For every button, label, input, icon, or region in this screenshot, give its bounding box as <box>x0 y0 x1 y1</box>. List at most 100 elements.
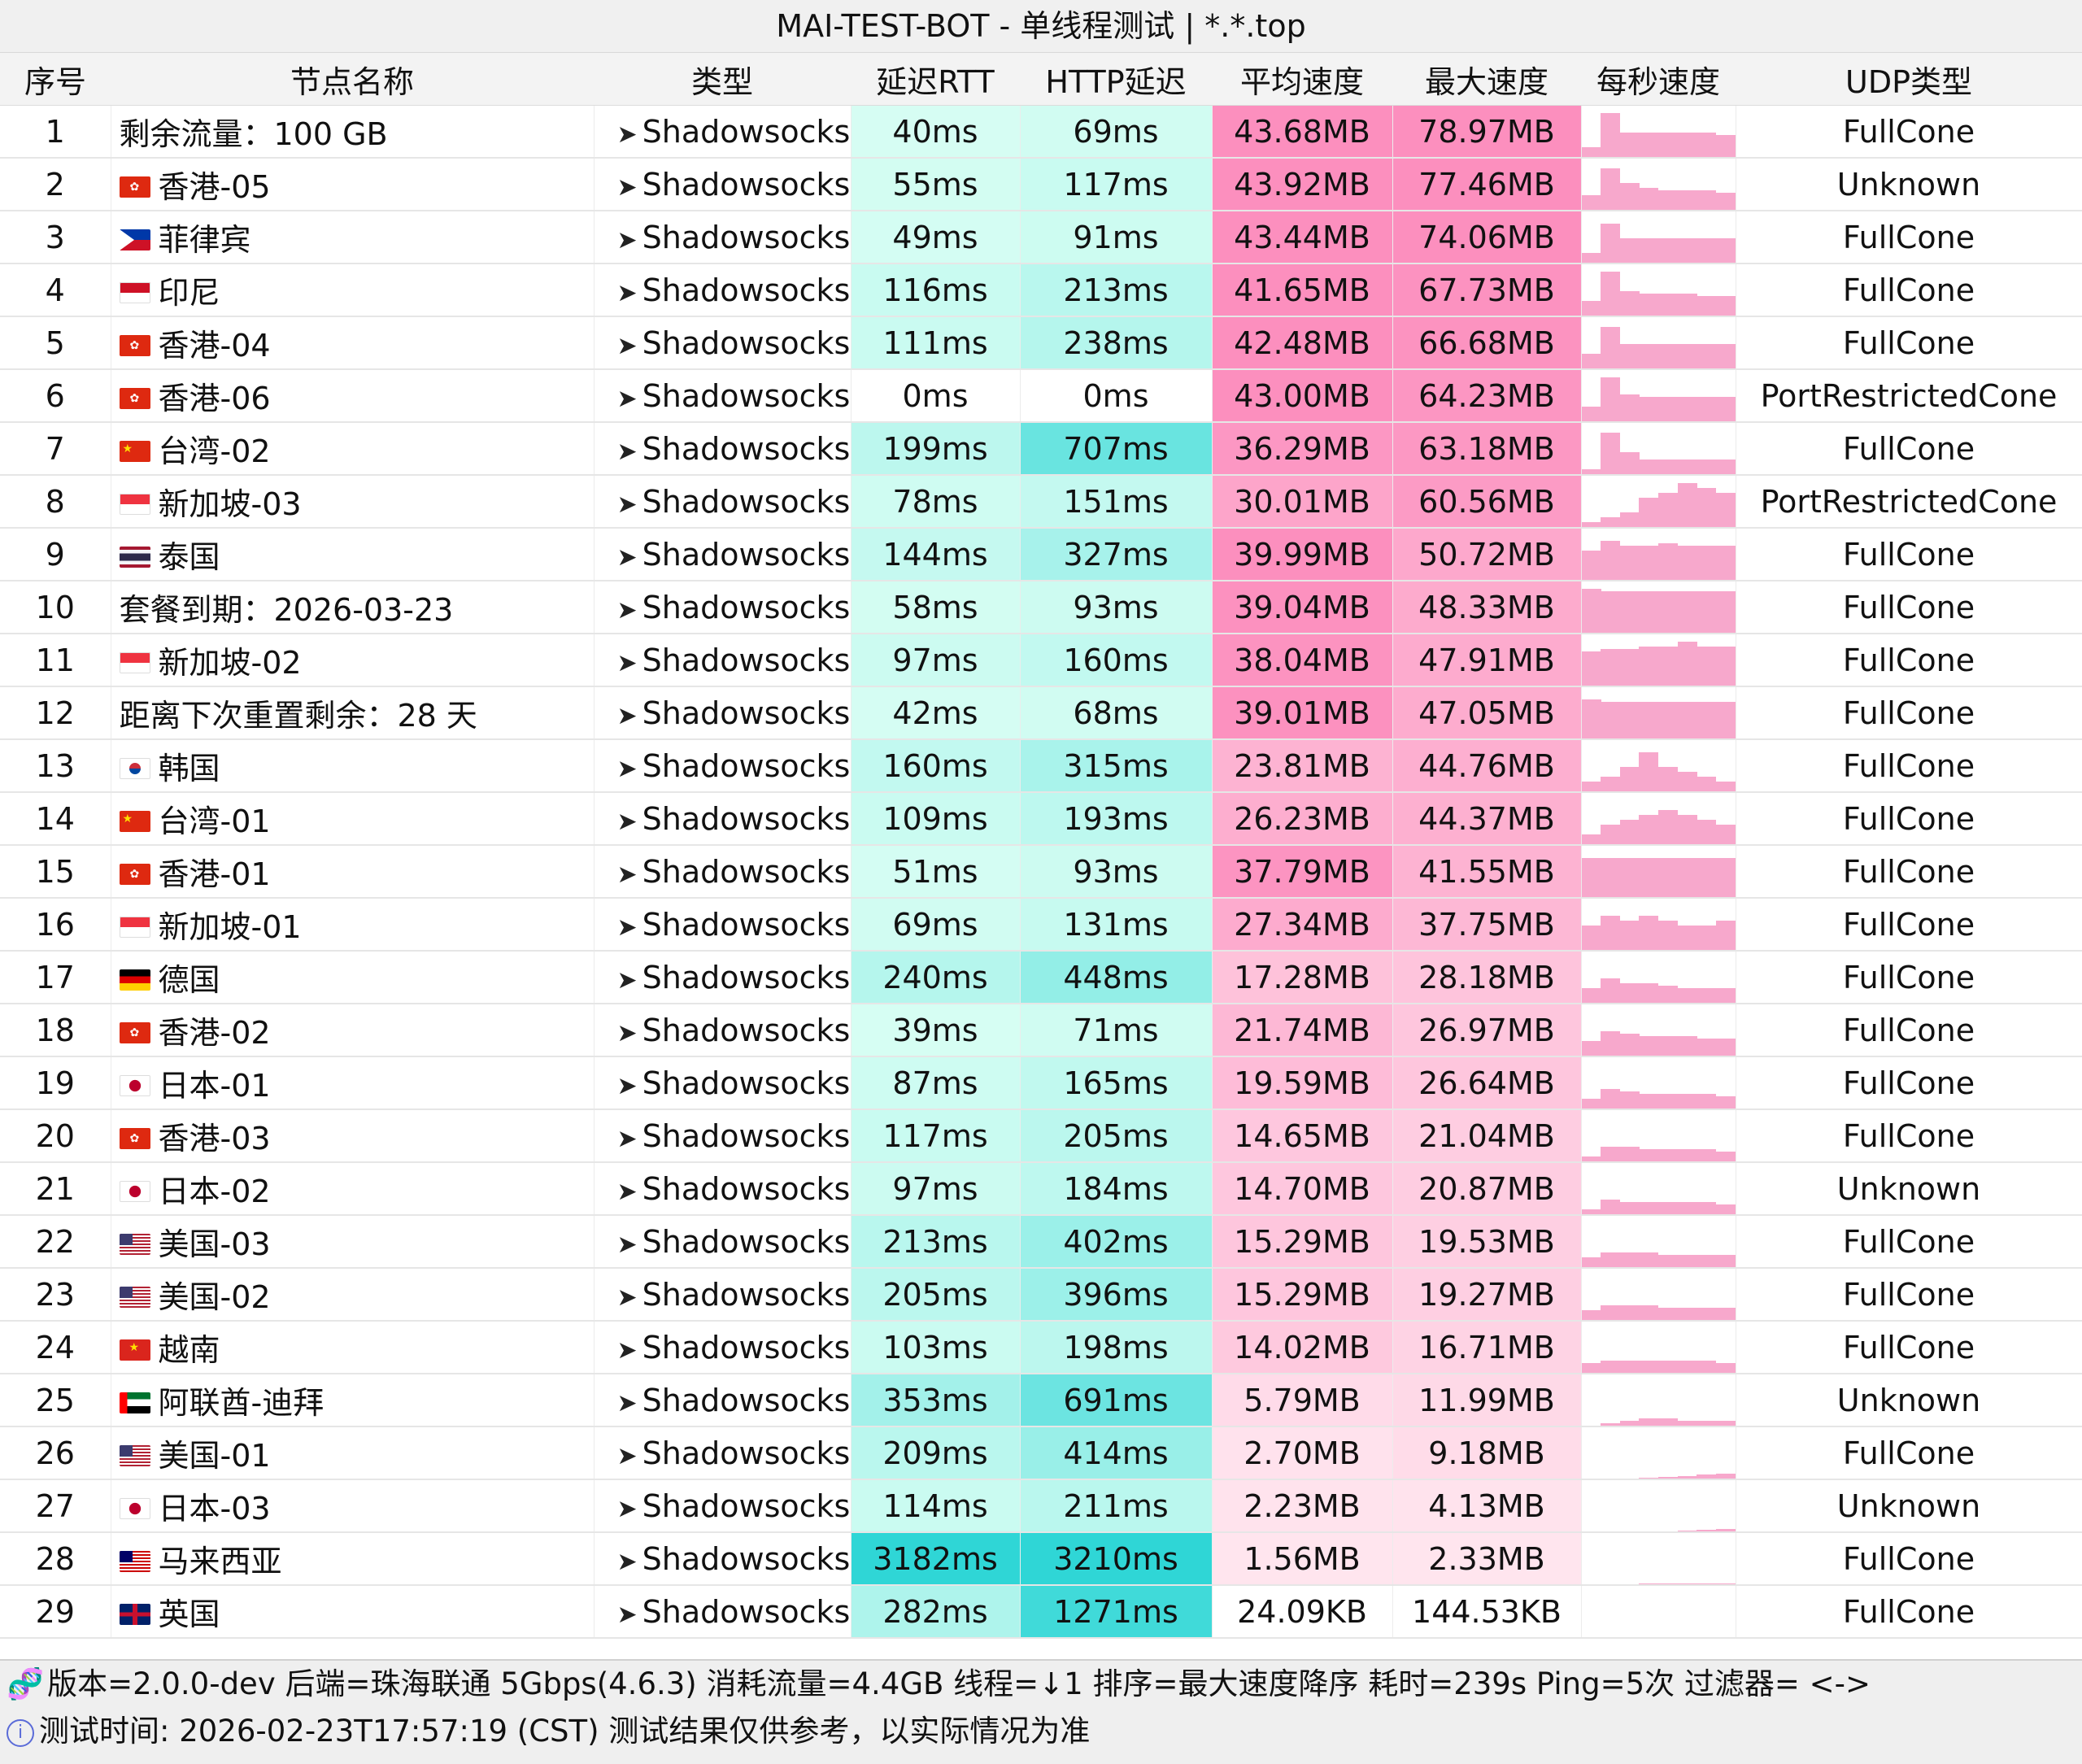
rtt-cell: 87ms <box>851 1056 1021 1110</box>
table-row[interactable]: 12 距离下次重置剩余：28 天 ➤ Shadowsocks 42ms 68ms 39.01… <box>0 686 2082 740</box>
udp-type-cell-text: FullCone <box>1842 1435 1975 1471</box>
table-row[interactable]: 14 ★ 台湾-01 ➤ Shadowsocks 109ms 193ms 26.23MB 44.… <box>0 792 2082 846</box>
sparkline-bar <box>1581 651 1601 685</box>
per-second-sparkline <box>1581 1585 1736 1639</box>
sparkline-bar <box>1639 460 1659 473</box>
rtt-cell-text: 353ms <box>882 1382 988 1418</box>
http-latency-cell-text: 238ms <box>1063 324 1169 361</box>
sparkline-bar <box>1677 1421 1697 1425</box>
col-header-node-name[interactable]: 节点名称 <box>111 53 594 106</box>
col-header-type[interactable]: 类型 <box>594 53 851 106</box>
sparkline-bar <box>1601 702 1621 738</box>
table-row[interactable]: 15 ✿ 香港-01 ➤ Shadowsocks 51ms 93ms 37.79MB 41.55… <box>0 845 2082 899</box>
node-name-text: 日本-01 <box>158 1068 271 1104</box>
max-speed-cell: 60.56MB <box>1392 475 1582 529</box>
row-index-text: 8 <box>45 483 65 520</box>
table-row[interactable]: 18 ✿ 香港-02 ➤ Shadowsocks 39ms 71ms 21.74MB 26.97… <box>0 1004 2082 1057</box>
sparkline-bar <box>1581 834 1601 843</box>
sparkline-bar <box>1697 397 1717 420</box>
table-row[interactable]: 16 新加坡-01 ➤ Shadowsocks 69ms 131ms 27.34MB 37.7… <box>0 898 2082 952</box>
table-row[interactable]: 24 ★ 越南 ➤ Shadowsocks 103ms 198ms 14.02MB 16.71M… <box>0 1321 2082 1374</box>
table-row[interactable]: 29 英国 ➤ Shadowsocks 282ms 1271ms 24.09KB 144.53… <box>0 1585 2082 1639</box>
sparkline-bar <box>1581 1363 1601 1372</box>
row-index-text: 9 <box>45 536 65 573</box>
col-header-index[interactable]: 序号 <box>0 53 111 106</box>
http-latency-cell: 69ms <box>1020 105 1213 159</box>
table-row[interactable]: 20 ✿ 香港-03 ➤ Shadowsocks 117ms 205ms 14.65MB 21.… <box>0 1109 2082 1163</box>
table-row[interactable]: 3 菲律宾 ➤ Shadowsocks 49ms 91ms 43.44MB 74.06MB Fu… <box>0 211 2082 264</box>
sparkline-bar <box>1601 1305 1621 1319</box>
node-type: ➤ Shadowsocks <box>594 369 852 423</box>
max-speed-cell-text: 74.06MB <box>1418 219 1555 255</box>
node-type: ➤ Shadowsocks <box>594 264 852 317</box>
footer-time: i 测试时间: 2026-02-23T17:57:19 (CST) 测试结果仅供参… <box>0 1708 2082 1764</box>
per-second-sparkline <box>1581 1215 1736 1269</box>
row-index: 26 <box>0 1426 111 1480</box>
table-row[interactable]: 6 ✿ 香港-06 ➤ Shadowsocks 0ms 0ms 43.00MB 64.23MB P… <box>0 369 2082 423</box>
sparkline-bar <box>1715 193 1735 209</box>
table-row[interactable]: 21 日本-02 ➤ Shadowsocks 97ms 184ms 14.70MB 20.87… <box>0 1162 2082 1216</box>
avg-speed-cell-text: 43.00MB <box>1234 377 1370 414</box>
table-row[interactable]: 11 新加坡-02 ➤ Shadowsocks 97ms 160ms 38.04MB 47.9… <box>0 634 2082 687</box>
table-row[interactable]: 2 ✿ 香港-05 ➤ Shadowsocks 55ms 117ms 43.92MB 77.46… <box>0 158 2082 211</box>
table-row[interactable]: 9 泰国 ➤ Shadowsocks 144ms 327ms 39.99MB 50.72MB F… <box>0 528 2082 581</box>
max-speed-cell-text: 28.18MB <box>1418 959 1555 995</box>
node-name: ✿ 香港-01 <box>111 845 595 899</box>
udp-type-cell-text: FullCone <box>1842 695 1975 731</box>
sparkline-bar <box>1658 1308 1678 1319</box>
row-index-text: 15 <box>35 853 75 890</box>
node-name: 德国 <box>111 951 595 1004</box>
http-latency-cell: 131ms <box>1020 898 1213 952</box>
avg-speed-cell-text: 2.23MB <box>1244 1487 1361 1524</box>
table-row[interactable]: 27 日本-03 ➤ Shadowsocks 114ms 211ms 2.23MB 4.13M… <box>0 1479 2082 1533</box>
table-row[interactable]: 4 印尼 ➤ Shadowsocks 116ms 213ms 41.65MB 67.73MB F… <box>0 264 2082 317</box>
table-row[interactable]: 26 美国-01 ➤ Shadowsocks 209ms 414ms 2.70MB 9.18M… <box>0 1426 2082 1480</box>
sparkline-bar <box>1601 1089 1621 1108</box>
table-row[interactable]: 25 阿联酋-迪拜 ➤ Shadowsocks 353ms 691ms 5.79MB 11.9… <box>0 1374 2082 1427</box>
table-row[interactable]: 28 马来西亚 ➤ Shadowsocks 3182ms 3210ms 1.56MB 2.33… <box>0 1532 2082 1586</box>
col-header-rtt[interactable]: 延迟RTT <box>851 53 1020 106</box>
rtt-cell: 116ms <box>851 264 1021 317</box>
col-header-max-speed[interactable]: 最大速度 <box>1392 53 1581 106</box>
avg-speed-cell-text: 41.65MB <box>1234 272 1370 308</box>
col-header-avg-speed[interactable]: 平均速度 <box>1212 53 1392 106</box>
table-row[interactable]: 19 日本-01 ➤ Shadowsocks 87ms 165ms 19.59MB 26.64… <box>0 1056 2082 1110</box>
col-header-per-second[interactable]: 每秒速度 <box>1581 53 1736 106</box>
table-row[interactable]: 13 韩国 ➤ Shadowsocks 160ms 315ms 23.81MB 44.76MB… <box>0 739 2082 793</box>
window-title: MAI-TEST-BOT - 单线程测试 | *.*.top <box>0 0 2082 53</box>
http-latency-cell: 448ms <box>1020 951 1213 1004</box>
node-type: ➤ Shadowsocks <box>594 686 852 740</box>
sparkline-bar <box>1677 294 1697 315</box>
sparkline-bar <box>1697 546 1717 579</box>
sparkline-chart <box>1581 264 1735 315</box>
table-row[interactable]: 1 剩余流量：100 GB ➤ Shadowsocks 40ms 69ms 43.68MB 7… <box>0 105 2082 159</box>
node-type: ➤ Shadowsocks <box>594 158 852 211</box>
table-row[interactable]: 7 ★ 台湾-02 ➤ Shadowsocks 199ms 707ms 36.29MB 63.1… <box>0 422 2082 476</box>
sparkline-bar <box>1658 1036 1678 1055</box>
udp-type-cell-text: FullCone <box>1842 1540 1975 1577</box>
per-second-sparkline <box>1581 634 1736 687</box>
sparkline-bar <box>1658 1418 1678 1425</box>
row-index-text: 29 <box>35 1593 75 1630</box>
max-speed-cell-text: 44.76MB <box>1418 747 1555 784</box>
table-row[interactable]: 5 ✿ 香港-04 ➤ Shadowsocks 111ms 238ms 42.48MB 66.6… <box>0 316 2082 370</box>
node-name-text: 距离下次重置剩余：28 天 <box>119 698 477 734</box>
node-name-text: 新加坡-03 <box>158 486 302 522</box>
max-speed-cell-text: 26.64MB <box>1418 1065 1555 1101</box>
per-second-sparkline <box>1581 528 1736 581</box>
col-header-udp-type[interactable]: UDP类型 <box>1736 53 2082 106</box>
node-type: ➤ Shadowsocks <box>594 1109 852 1163</box>
table-row[interactable]: 10 套餐到期：2026-03-23 ➤ Shadowsocks 58ms 93ms 39.… <box>0 581 2082 634</box>
table-row[interactable]: 17 德国 ➤ Shadowsocks 240ms 448ms 17.28MB 28.18MB… <box>0 951 2082 1004</box>
avg-speed-cell-text: 5.79MB <box>1244 1382 1361 1418</box>
node-type-text: Shadowsocks <box>642 906 851 943</box>
node-type: ➤ Shadowsocks <box>594 845 852 899</box>
col-header-http-latency[interactable]: HTTP延迟 <box>1020 53 1212 106</box>
table-row[interactable]: 8 新加坡-03 ➤ Shadowsocks 78ms 151ms 30.01MB 60.56… <box>0 475 2082 529</box>
table-row[interactable]: 22 美国-03 ➤ Shadowsocks 213ms 402ms 15.29MB 19.5… <box>0 1215 2082 1269</box>
max-speed-cell: 11.99MB <box>1392 1374 1582 1427</box>
flag-hk-icon: ✿ <box>119 176 150 198</box>
sparkline-bar <box>1639 498 1659 526</box>
http-latency-cell: 198ms <box>1020 1321 1213 1374</box>
table-row[interactable]: 23 美国-02 ➤ Shadowsocks 205ms 396ms 15.29MB 19.2… <box>0 1268 2082 1322</box>
